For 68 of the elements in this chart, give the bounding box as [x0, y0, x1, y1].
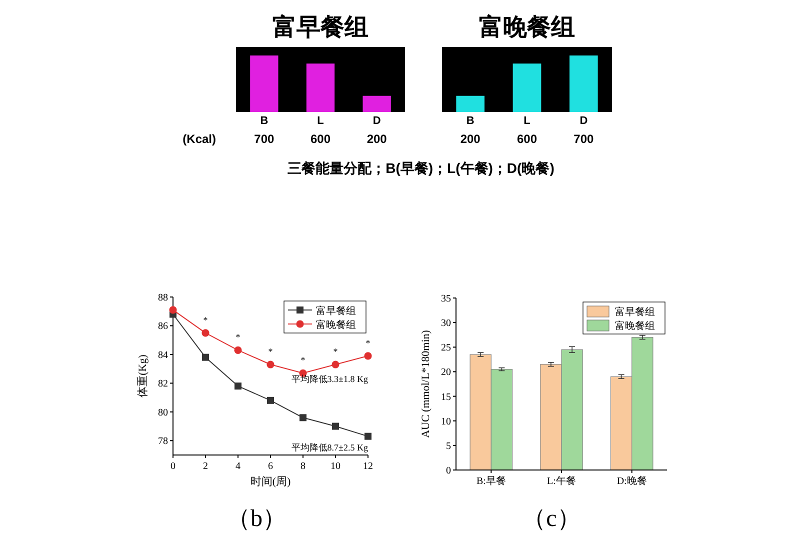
annotation: *	[366, 338, 371, 348]
text: （c）	[522, 506, 581, 532]
y-tick-label: 88	[158, 292, 168, 304]
x-tick-label: D	[372, 115, 381, 127]
annotation: *	[333, 346, 338, 357]
legend-label: 富早餐组	[316, 305, 356, 317]
y-axis-title: 体重(Kg)	[136, 354, 149, 398]
legend-label: 富晚餐组	[615, 320, 655, 332]
annotation: *	[268, 346, 274, 357]
chart-title: 富晚餐组	[479, 13, 575, 41]
x-axis-title: 时间(周)	[250, 475, 291, 488]
annotation: *	[300, 355, 306, 366]
data-label: 200	[366, 132, 388, 146]
point	[364, 432, 372, 440]
text: 三餐能量分配；B(早餐)；L(午餐)；D(晚餐)	[288, 160, 554, 176]
legend-label: 富早餐组	[615, 306, 655, 318]
x-tick-label: 6	[268, 461, 273, 472]
annotation: *	[236, 332, 241, 342]
y-tick-label: 15	[441, 392, 451, 403]
x-tick-label: D	[580, 115, 588, 127]
y-tick-label: 5	[446, 440, 451, 452]
y-tick-label: 30	[441, 318, 451, 330]
x-tick-label: L	[524, 115, 531, 127]
x-tick-label: L	[317, 115, 324, 127]
x-tick-label: B	[260, 115, 268, 127]
data-label: 200	[460, 132, 481, 146]
x-tick-label: 0	[170, 461, 176, 472]
point	[267, 396, 274, 404]
text: (Kcal)	[182, 132, 216, 146]
point	[332, 422, 339, 430]
point	[266, 360, 274, 368]
y-tick-label: 10	[441, 416, 451, 428]
text: （b）	[226, 506, 286, 532]
annotation: *	[203, 314, 208, 325]
x-tick-label: L:午餐	[547, 475, 576, 487]
point	[300, 414, 306, 422]
y-tick-label: 25	[441, 342, 451, 354]
x-tick-label: B:早餐	[476, 475, 506, 487]
x-tick-label: 8	[300, 461, 306, 472]
x-tick-label: 10	[330, 461, 340, 472]
y-tick-label: 20	[441, 367, 451, 378]
data-label: 700	[254, 132, 274, 146]
x-tick-label: B	[466, 115, 474, 127]
y-tick-label: 78	[158, 436, 168, 448]
point	[332, 360, 340, 368]
y-tick-label: 80	[158, 407, 168, 418]
annotation: 平均降低8.7±2.5 Kg	[291, 442, 368, 452]
x-tick-label: D:晚餐	[616, 475, 647, 487]
chart-title: 富早餐组	[272, 13, 368, 41]
x-tick-label: 4	[236, 461, 240, 472]
point	[202, 329, 210, 337]
y-tick-label: 35	[441, 294, 451, 304]
point	[364, 352, 372, 360]
y-axis-title: AUC (mmol/L*180min)	[420, 330, 432, 438]
y-tick-label: 86	[158, 321, 168, 332]
x-tick-label: 2	[203, 461, 208, 472]
data-label: 600	[516, 132, 538, 146]
y-tick-label: 84	[158, 350, 168, 361]
legend-label: 富晚餐组	[316, 319, 356, 331]
point	[202, 354, 209, 361]
data-label: 700	[574, 132, 594, 146]
annotation: 平均降低3.3±1.8 Kg	[291, 374, 368, 384]
point	[169, 306, 177, 314]
point	[234, 346, 242, 354]
y-tick-label: 82	[158, 378, 168, 390]
data-label: 600	[310, 132, 331, 146]
point	[234, 382, 242, 390]
x-tick-label: 12	[363, 461, 373, 472]
